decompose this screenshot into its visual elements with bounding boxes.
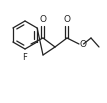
Text: O: O: [63, 15, 71, 23]
Text: O: O: [80, 40, 86, 49]
Text: O: O: [39, 15, 47, 23]
Text: F: F: [23, 53, 27, 61]
